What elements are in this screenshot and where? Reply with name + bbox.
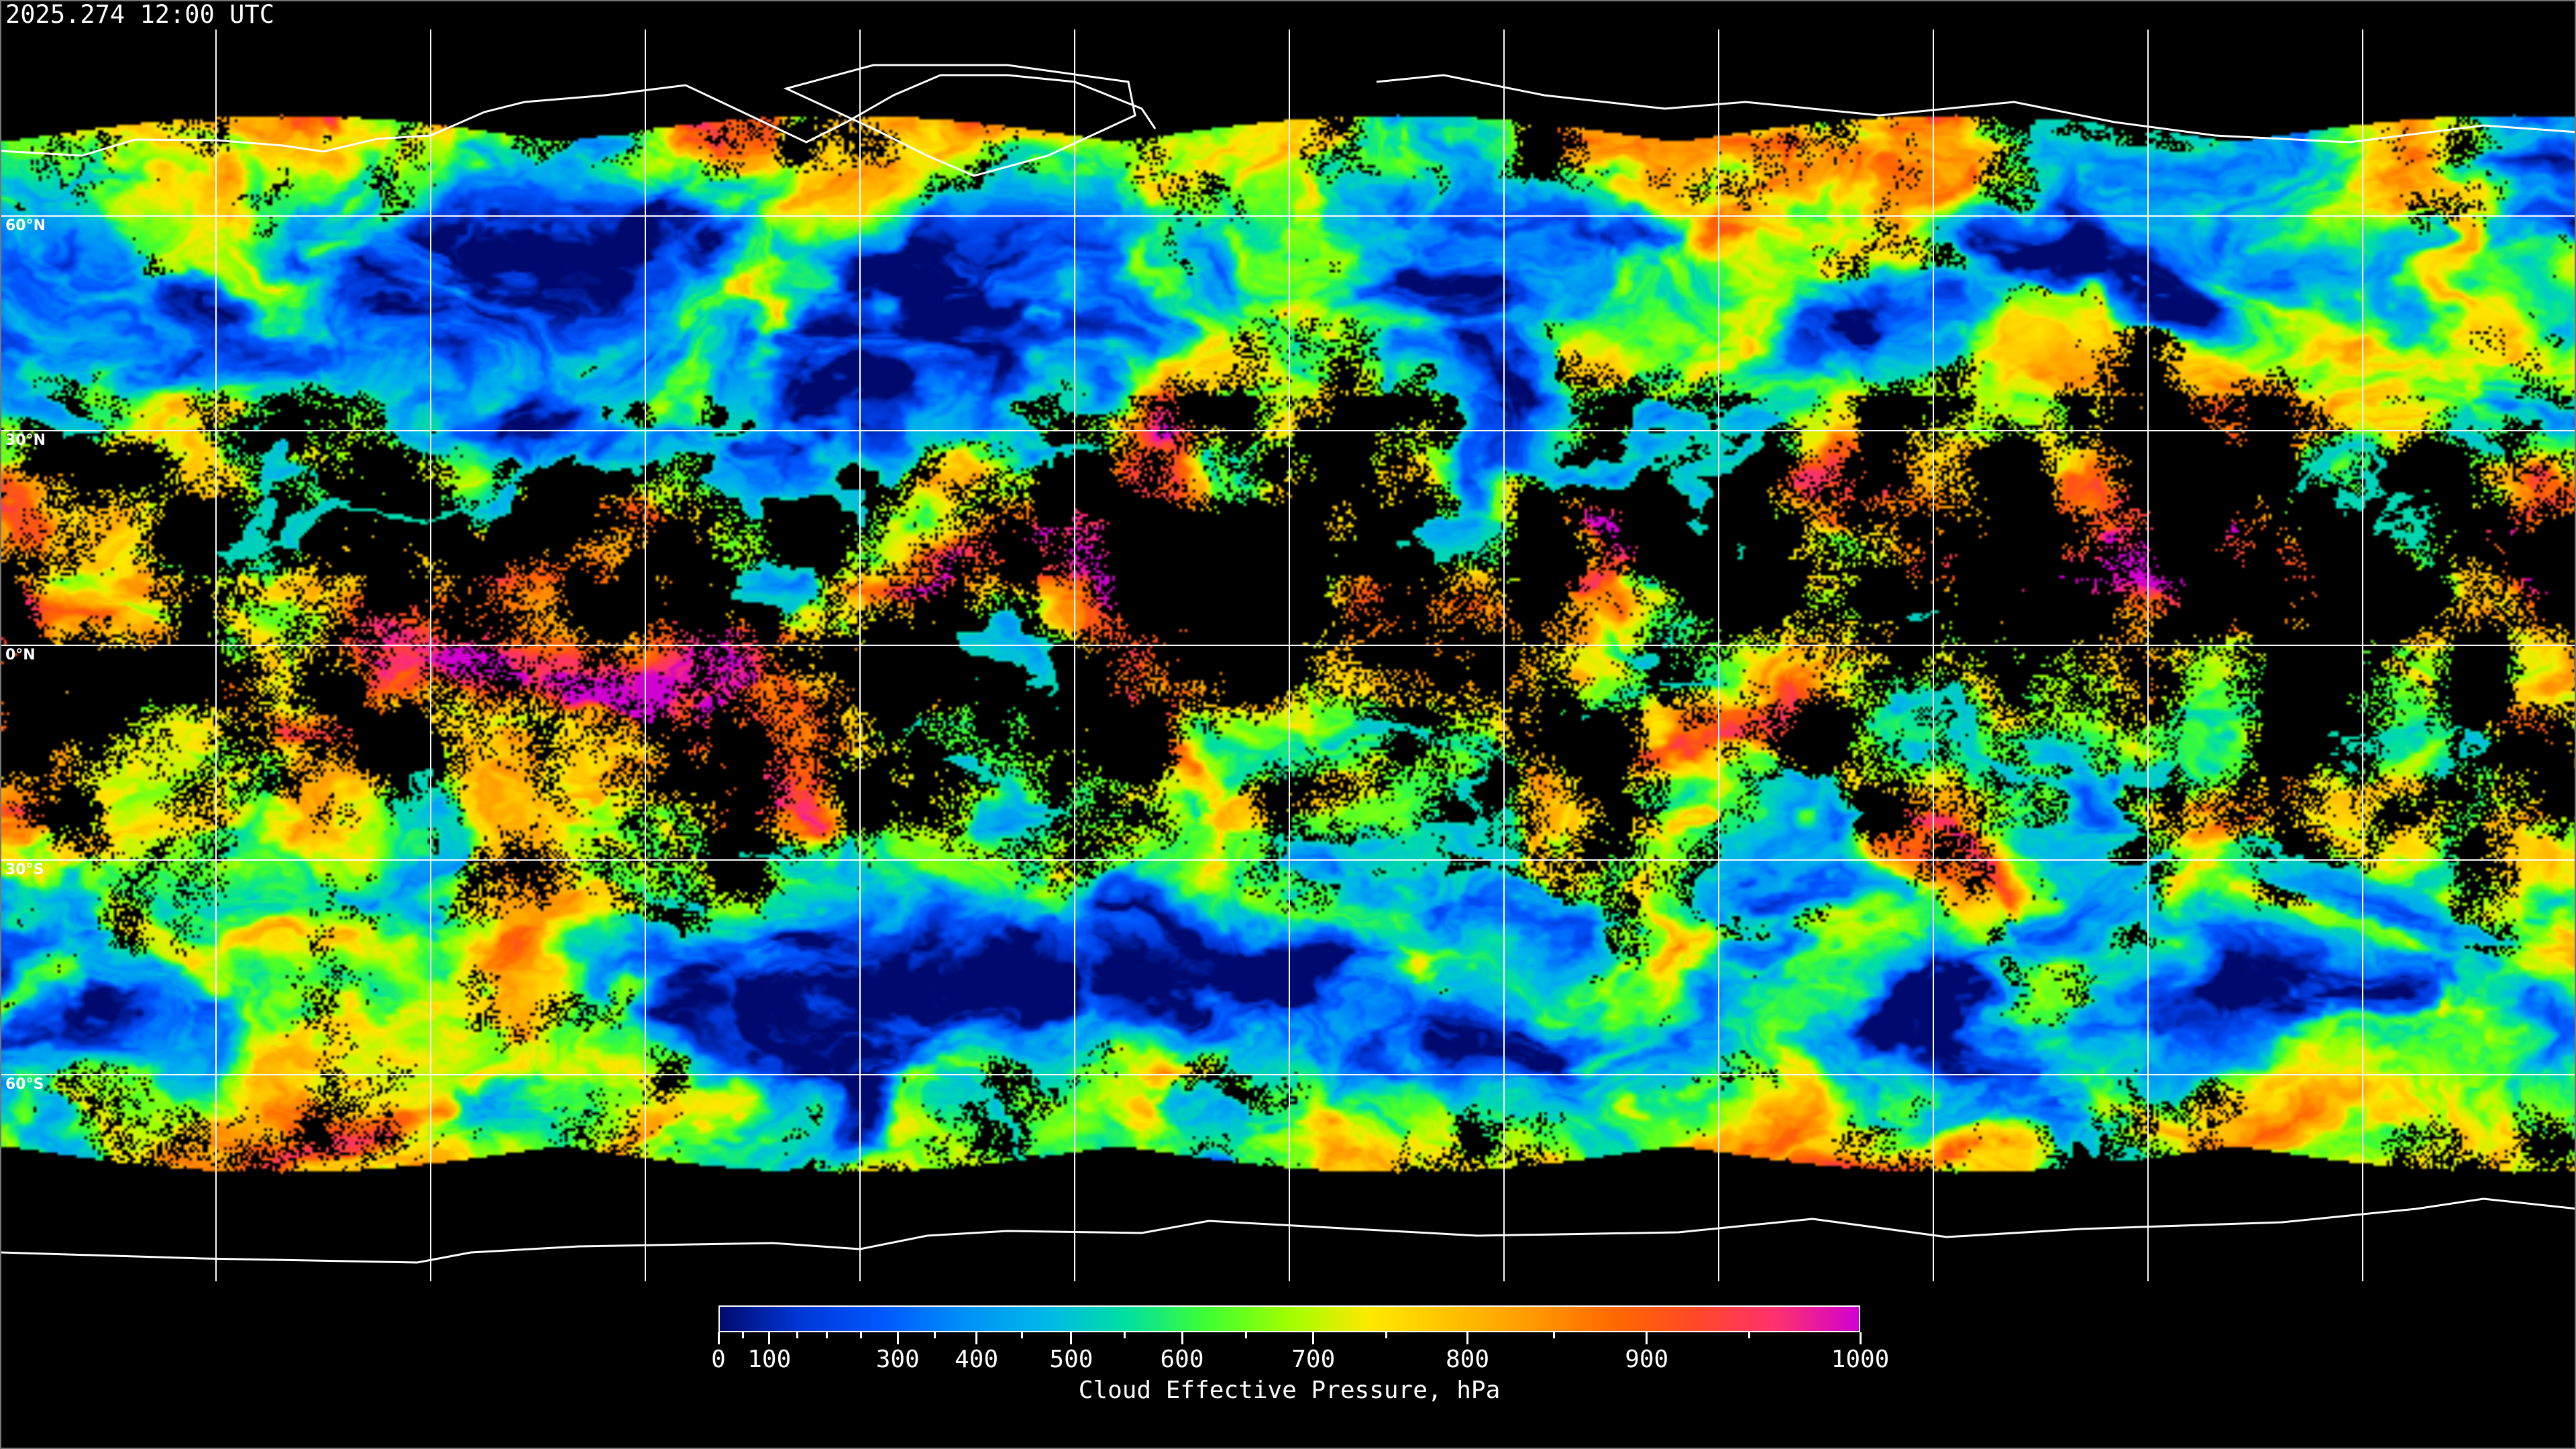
colorbar-major-tick bbox=[1312, 1332, 1315, 1344]
colorbar-tick-label: 0 bbox=[711, 1346, 726, 1373]
colorbar-minor-tick bbox=[1244, 1332, 1247, 1338]
colorbar-tick-label: 700 bbox=[1291, 1346, 1336, 1373]
colorbar-tick-label: 500 bbox=[1049, 1346, 1093, 1373]
colorbar-tick-label: 600 bbox=[1160, 1346, 1204, 1373]
map-overlay bbox=[1, 30, 2575, 1281]
coastlines bbox=[1, 64, 2575, 1264]
colorbar-tick-label: 800 bbox=[1445, 1346, 1490, 1373]
colorbar-major-tick bbox=[1070, 1332, 1073, 1344]
cloud-pressure-map: 2025.274 12:00 UTC 60°N 30°N 0°N 30°S 60… bbox=[1, 0, 2575, 1289]
colorbar-tick-label: 1000 bbox=[1831, 1346, 1890, 1373]
colorbar-major-tick bbox=[896, 1332, 899, 1344]
colorbar-minor-tick bbox=[742, 1332, 745, 1338]
lat-label-60s: 60°S bbox=[5, 1076, 44, 1093]
colorbar-major-tick bbox=[768, 1332, 771, 1344]
colorbar-minor-tick bbox=[796, 1332, 798, 1338]
colorbar-tick-label: 300 bbox=[875, 1346, 920, 1373]
colorbar-minor-tick bbox=[934, 1332, 936, 1338]
colorbar-major-tick bbox=[1859, 1332, 1862, 1344]
colorbar-minor-tick bbox=[1553, 1332, 1556, 1338]
colorbar-minor-tick bbox=[1385, 1332, 1388, 1338]
lat-label-30s: 30°S bbox=[5, 861, 44, 878]
lat-label-60n: 60°N bbox=[5, 217, 46, 234]
colorbar-tick-label: 900 bbox=[1625, 1346, 1669, 1373]
colorbar-title: Cloud Effective Pressure, hPa bbox=[1078, 1377, 1501, 1404]
colorbar-minor-tick bbox=[1124, 1332, 1126, 1338]
timestamp-label: 2025.274 12:00 UTC bbox=[5, 0, 274, 29]
arctic-coastline bbox=[1, 74, 2575, 157]
colorbar bbox=[718, 1305, 1860, 1332]
colorbar-ticks: 0 100 300 400 500 600 700 800 900 1000 bbox=[711, 1332, 1889, 1386]
antarctica-coastline bbox=[1, 1197, 2575, 1264]
graticule bbox=[1, 30, 2575, 1281]
colorbar-minor-tick bbox=[1021, 1332, 1024, 1338]
colorbar-minor-tick bbox=[1748, 1332, 1751, 1338]
greenland-coastline bbox=[783, 64, 1136, 177]
lat-label-30n: 30°N bbox=[5, 432, 46, 449]
colorbar-major-tick bbox=[717, 1332, 720, 1344]
colorbar-major-tick bbox=[1466, 1332, 1468, 1344]
colorbar-major-tick bbox=[975, 1332, 978, 1344]
lat-label-0n: 0°N bbox=[5, 647, 36, 663]
colorbar-tick-label: 400 bbox=[955, 1346, 999, 1373]
colorbar-minor-tick bbox=[826, 1332, 828, 1338]
colorbar-major-tick bbox=[1181, 1332, 1183, 1344]
colorbar-minor-tick bbox=[859, 1332, 862, 1338]
colorbar-major-tick bbox=[1646, 1332, 1648, 1344]
colorbar-tick-label: 100 bbox=[747, 1346, 792, 1373]
